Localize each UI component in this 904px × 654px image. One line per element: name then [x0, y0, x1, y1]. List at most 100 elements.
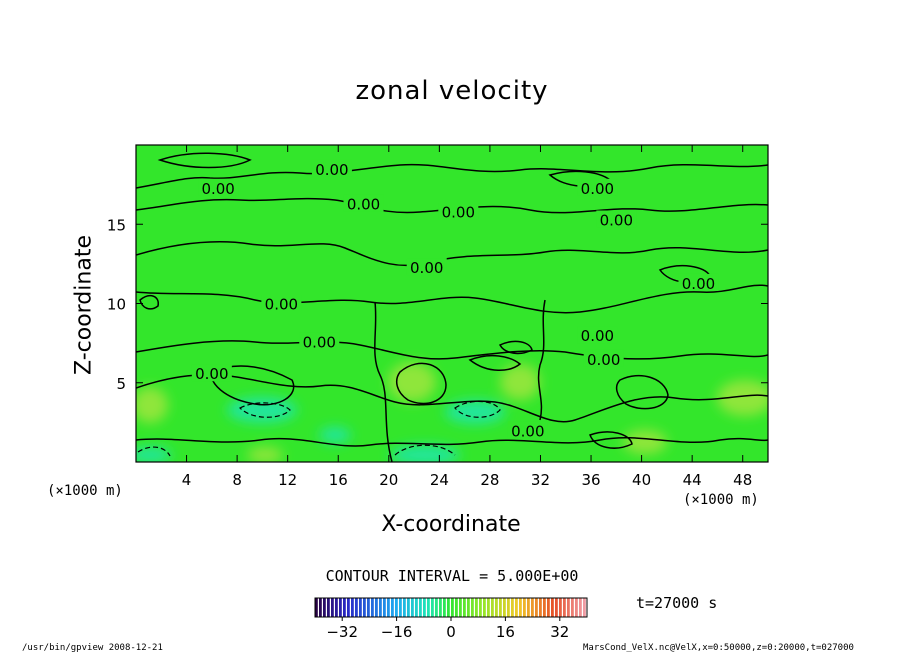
- colorbar-strip: [507, 598, 510, 617]
- positive-patch: [388, 362, 436, 402]
- colorbar-strip: [531, 598, 534, 617]
- colorbar-strip: [491, 598, 494, 617]
- plot-area: 0.00 0.00 0.00 0.00 0.00 0.00 0.00 0.00 0.00 0.00…: [107, 144, 769, 489]
- colorbar-strips: [315, 598, 586, 617]
- contour-line: [374, 301, 393, 462]
- colorbar-strip: [495, 598, 498, 617]
- colorbar-strip: [339, 598, 342, 617]
- contour-label: 0.00: [347, 196, 380, 214]
- colorbar-tick-label: 0: [446, 623, 456, 641]
- colorbar-strip: [523, 598, 526, 617]
- colorbar-strip: [323, 598, 326, 617]
- x-unit-left: (×1000 m): [47, 483, 123, 499]
- colorbar-strip: [551, 598, 554, 617]
- colorbar-strip: [575, 598, 578, 617]
- colorbar-strip: [579, 598, 582, 617]
- colorbar-strip: [379, 598, 382, 617]
- colorbar-strip: [355, 598, 358, 617]
- contour-label-bg: [577, 178, 618, 196]
- x-tick-label: 28: [480, 471, 499, 489]
- colorbar-strip: [483, 598, 486, 617]
- contour-label: 0.00: [442, 204, 475, 222]
- colorbar-strip: [515, 598, 518, 617]
- x-tick-label: 44: [683, 471, 702, 489]
- contour-label: 0.00: [315, 161, 348, 179]
- contour-label: 0.00: [303, 334, 336, 352]
- colorbar-strip: [447, 598, 450, 617]
- contour-line: [136, 374, 768, 423]
- negative-patch: [319, 427, 351, 443]
- colorbar-strip: [391, 598, 394, 617]
- positive-patch: [247, 447, 283, 462]
- colorbar-strip: [403, 598, 406, 617]
- contour-label: 0.00: [682, 275, 715, 293]
- contour-lines: [136, 152, 768, 462]
- colorbar-ticks: −32 −16 0 16 32: [326, 617, 569, 641]
- colorbar-strip: [347, 598, 350, 617]
- colorbar-strip: [499, 598, 502, 617]
- negative-patch: [445, 400, 505, 424]
- negative-contour-line: [239, 402, 291, 418]
- contour-label: 0.00: [600, 211, 633, 229]
- contour-label: 0.00: [511, 422, 544, 440]
- footer-command: /usr/bin/gpview 2008-12-21: [22, 643, 163, 653]
- negative-contour-line: [454, 400, 501, 418]
- footer-source: MarsCond_VelX.nc@VelX,x=0:50000,z=0:2000…: [583, 643, 854, 653]
- colorbar-tick-label: 32: [550, 623, 569, 641]
- contour-line: [209, 365, 295, 406]
- positive-patch: [500, 364, 540, 400]
- contour-label-bg: [261, 294, 302, 312]
- colorbar-strip: [407, 598, 410, 617]
- y-tick-label: 10: [107, 296, 126, 314]
- x-tick-label: 40: [632, 471, 651, 489]
- colorbar-strip: [435, 598, 438, 617]
- x-unit-right: (×1000 m): [683, 492, 759, 508]
- colorbar-strip: [383, 598, 386, 617]
- colorbar-strip: [427, 598, 430, 617]
- time-label: t=27000 s: [636, 594, 718, 612]
- colorbar-strip: [455, 598, 458, 617]
- contour-label-bg: [438, 202, 479, 220]
- x-tick-label: 36: [581, 471, 600, 489]
- colorbar: −32 −16 0 16 32: [314, 597, 588, 641]
- x-tick-label: 8: [232, 471, 242, 489]
- contour-line: [136, 284, 768, 314]
- y-tick-label: 5: [116, 375, 126, 393]
- colorbar-strip: [463, 598, 466, 617]
- contour-line: [498, 340, 533, 355]
- positive-patch: [623, 430, 667, 454]
- x-axis-label: X-coordinate: [381, 512, 521, 537]
- colorbar-strip: [363, 598, 366, 617]
- contour-label-bg: [678, 273, 719, 291]
- colorbar-strip: [539, 598, 542, 617]
- contour-label-bg: [191, 364, 232, 382]
- chart-title: zonal velocity: [355, 76, 549, 106]
- colorbar-strip: [371, 598, 374, 617]
- x-tick-label: 24: [430, 471, 449, 489]
- colorbar-strip: [399, 598, 402, 617]
- negative-patch: [136, 447, 172, 462]
- contour-line: [157, 152, 252, 169]
- contour-label-bg: [311, 159, 352, 177]
- contour-label: 0.00: [195, 365, 228, 383]
- colorbar-strip: [571, 598, 574, 617]
- positive-patch: [717, 380, 768, 416]
- colorbar-strip: [459, 598, 462, 617]
- colorbar-strip: [555, 598, 558, 617]
- contour-label-bg: [198, 178, 239, 196]
- colorbar-strip: [487, 598, 490, 617]
- colorbar-strip: [519, 598, 522, 617]
- colorbar-strip: [331, 598, 334, 617]
- x-tick-label: 4: [182, 471, 192, 489]
- negative-patch: [390, 445, 460, 462]
- colorbar-strip: [359, 598, 362, 617]
- contour-label-bg: [299, 332, 340, 350]
- negative-contour-line: [394, 444, 456, 456]
- colorbar-strip: [419, 598, 422, 617]
- positive-patch: [136, 387, 168, 423]
- contour-line: [537, 299, 546, 421]
- colorbar-strip: [443, 598, 446, 617]
- contour-line: [136, 197, 768, 214]
- contour-label: 0.00: [581, 327, 614, 345]
